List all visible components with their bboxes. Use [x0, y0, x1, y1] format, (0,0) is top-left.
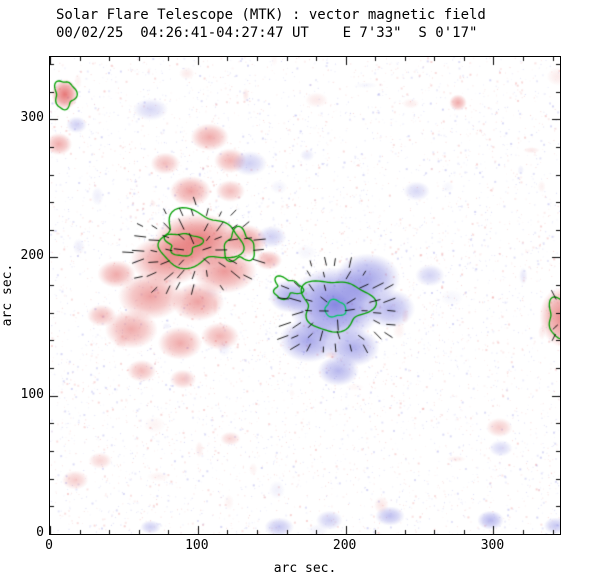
y-tick-label: 300	[20, 110, 44, 126]
y-tick-label: 100	[20, 386, 44, 402]
y-tick-label: 0	[36, 525, 44, 540]
x-tick-label: 300	[480, 538, 505, 553]
y-tick-label: 200	[20, 248, 44, 264]
x-tick-label: 200	[332, 538, 357, 553]
x-axis-label: arc sec.	[273, 561, 337, 576]
x-tick-label: 0	[45, 538, 53, 553]
x-tick-label: 100	[185, 538, 209, 553]
plot-title: Solar Flare Telescope (MTK) : vector mag…	[56, 7, 486, 23]
plot-frame	[49, 56, 561, 535]
plot-subtitle: 00/02/25 04:26:41-04:27:47 UT E 7'33" S …	[56, 25, 478, 41]
magnetic-field-canvas	[50, 57, 560, 534]
